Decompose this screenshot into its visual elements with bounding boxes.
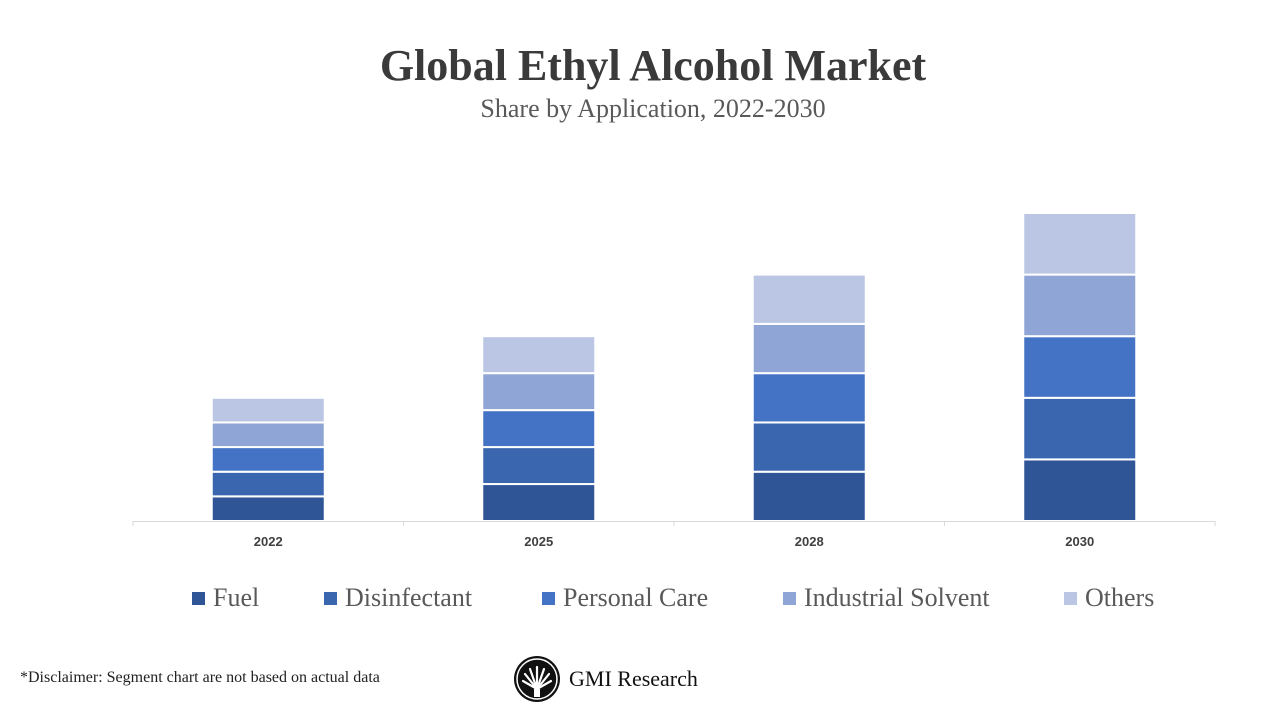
bar-2025-others [481,335,597,375]
brand-name: GMI Research [569,666,698,691]
bar-2025-disinfectant [481,446,597,486]
legend: Fuel Disinfectant Personal Care Industrial … [0,583,1280,617]
legend-label: Fuel [213,583,260,612]
legend-item: Disinfectant [324,583,472,613]
legend-item: Fuel [192,583,259,613]
legend-item: Industrial Solvent [783,583,990,613]
bar-2030-others [1022,212,1138,276]
bar-2028-industrial-solvent [751,322,867,375]
legend-item: Others [1064,583,1154,613]
legend-swatch [1064,591,1077,605]
legend-label: Others [1085,583,1155,612]
x-tick-label: 2025 [524,534,553,549]
legend-item: Personal Care [542,583,708,613]
bar-2030-industrial-solvent [1022,273,1138,338]
legend-swatch [542,591,555,605]
bar-2022-fuel [210,495,326,522]
bar-2028-personal-care [751,372,867,424]
bar-2025-personal-care [481,409,597,449]
legend-swatch [324,591,337,605]
bar-2028-others [751,273,867,325]
brand: GMI Research [513,655,698,703]
bar-2022-disinfectant [210,470,326,498]
legend-label: Personal Care [563,583,709,612]
bar-2030-personal-care [1022,335,1138,399]
bar-2022-others [210,396,326,424]
chart-title: Global Ethyl Alcohol Market [379,41,927,90]
x-tick-label: 2028 [795,534,824,549]
gmi-fan-logo-icon [514,656,560,702]
bar-2028-disinfectant [751,421,867,473]
bar-2022-personal-care [210,446,326,473]
x-tick-label: 2022 [254,534,283,549]
legend-label: Industrial Solvent [804,583,990,612]
chart-subtitle: Share by Application, 2022-2030 [480,94,826,123]
legend-swatch [192,591,205,605]
bar-2030-disinfectant [1022,396,1138,461]
legend-swatch [783,591,796,605]
bar-2022-industrial-solvent [210,421,326,449]
disclaimer: *Disclaimer: Segment chart are not based… [20,669,380,686]
bar-2028-fuel [751,470,867,522]
bar-2025-fuel [481,483,597,523]
bar-2025-industrial-solvent [481,372,597,412]
bar-2030-fuel [1022,458,1138,522]
legend-label: Disinfectant [345,583,473,612]
x-tick-label: 2030 [1065,534,1094,549]
